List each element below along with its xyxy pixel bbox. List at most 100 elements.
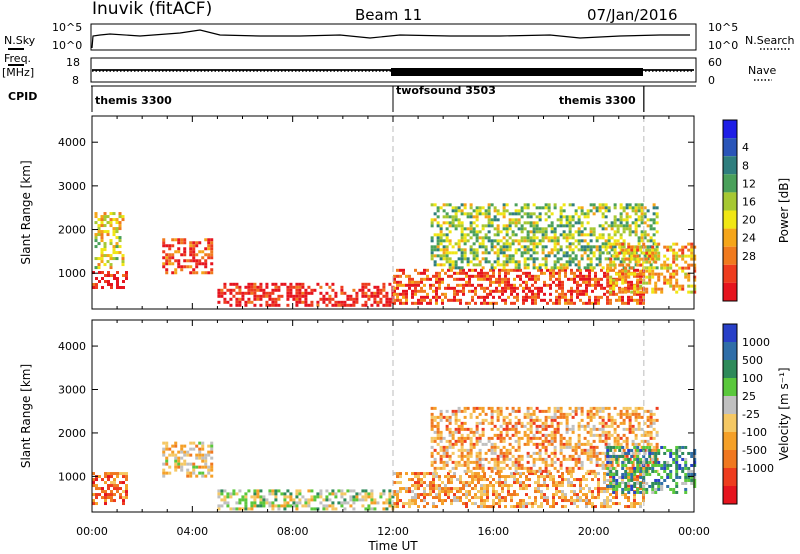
data-cell: [399, 472, 402, 476]
data-cell: [304, 288, 308, 292]
data-cell: [316, 300, 320, 304]
data-cell: [585, 277, 588, 281]
data-cell: [607, 424, 611, 428]
data-cell: [681, 451, 685, 455]
data-cell: [168, 465, 172, 469]
data-cell: [675, 251, 679, 255]
data-cell: [480, 295, 483, 299]
data-cell: [609, 493, 612, 497]
data-cell: [519, 475, 522, 479]
data-cell: [436, 436, 440, 440]
data-cell: [192, 447, 196, 451]
data-cell: [507, 487, 510, 491]
data-cell: [180, 444, 184, 448]
data-cell: [94, 245, 98, 249]
data-cell: [492, 487, 495, 491]
data-cell: [628, 430, 632, 434]
data-cell: [259, 501, 263, 505]
data-cell: [589, 248, 593, 252]
data-cell: [681, 445, 685, 449]
data-cell: [487, 212, 491, 216]
data-cell: [585, 478, 588, 482]
data-cell: [331, 489, 335, 493]
data-cell: [609, 481, 613, 485]
data-cell: [265, 282, 269, 286]
data-cell: [471, 472, 474, 476]
data-cell: [634, 212, 638, 216]
data-cell: [511, 433, 515, 437]
data-cell: [666, 463, 670, 467]
data-cell: [217, 495, 221, 499]
data-cell: [570, 295, 573, 299]
data-cell: [603, 286, 606, 290]
data-cell: [526, 439, 530, 443]
data-cell: [586, 421, 590, 425]
data-cell: [463, 239, 467, 243]
data-cell: [646, 463, 650, 467]
data-cell: [367, 297, 371, 301]
data-cell: [660, 481, 664, 485]
data-cell: [268, 492, 272, 496]
data-cell: [597, 478, 600, 482]
data-cell: [646, 415, 650, 419]
data-cell: [654, 481, 658, 485]
data-cell: [433, 233, 437, 237]
data-cell: [490, 409, 494, 413]
data-cell: [244, 291, 248, 295]
data-cell: [469, 236, 473, 240]
data-cell: [502, 248, 506, 252]
data-cell: [612, 242, 616, 246]
data-cell: [559, 412, 563, 416]
data-cell: [606, 448, 610, 452]
data-cell: [550, 451, 554, 455]
data-cell: [101, 286, 104, 290]
data-cell: [537, 277, 540, 281]
data-cell: [589, 451, 593, 455]
data-cell: [174, 441, 178, 445]
data-cell: [654, 487, 658, 491]
data-cell: [502, 466, 506, 470]
data-cell: [319, 495, 323, 499]
data-cell: [555, 502, 558, 506]
data-cell: [541, 460, 545, 464]
data-cell: [586, 266, 590, 270]
data-cell: [574, 409, 578, 413]
data-cell: [198, 471, 202, 475]
data-cell: [553, 412, 557, 416]
data-cell: [496, 209, 500, 213]
data-cell: [475, 406, 479, 410]
data-cell: [100, 257, 104, 261]
data-cell: [454, 224, 458, 228]
data-cell: [417, 505, 420, 509]
data-cell: [591, 301, 594, 305]
data-cell: [618, 445, 622, 449]
data-cell: [499, 448, 503, 452]
freq-label: Freq.: [4, 52, 31, 65]
data-cell: [528, 286, 531, 290]
data-cell: [480, 301, 483, 305]
data-cell: [98, 280, 101, 284]
data-cell: [468, 475, 471, 479]
data-cell: [514, 433, 518, 437]
data-cell: [432, 274, 435, 278]
data-cell: [544, 218, 548, 222]
data-cell: [502, 266, 506, 270]
data-cell: [582, 478, 585, 482]
data-cell: [505, 427, 509, 431]
data-cell: [613, 442, 617, 446]
data-cell: [508, 245, 512, 249]
data-cell: [636, 490, 640, 494]
data-cell: [544, 260, 548, 264]
data-cell: [538, 239, 542, 243]
data-cell: [535, 227, 539, 231]
data-cell: [556, 266, 560, 270]
data-cell: [535, 418, 539, 422]
data-cell: [562, 415, 566, 419]
data-cell: [286, 489, 290, 493]
data-cell: [633, 475, 636, 479]
data-cell: [594, 475, 597, 479]
data-cell: [528, 295, 531, 299]
data-cell: [408, 286, 411, 290]
data-cell: [693, 457, 697, 461]
data-cell: [116, 280, 119, 284]
